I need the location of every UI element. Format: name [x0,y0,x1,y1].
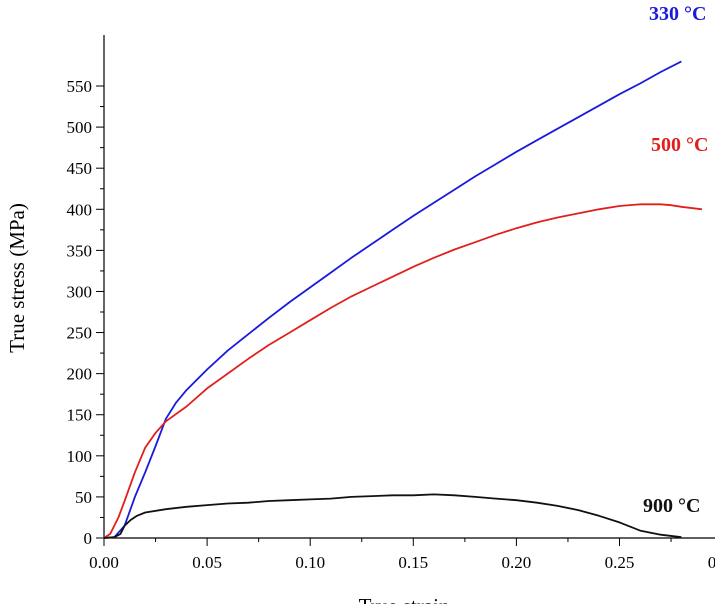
y-tick-label: 350 [67,241,93,260]
y-tick-label: 450 [67,159,93,178]
x-tick-label: 0.25 [605,553,635,572]
x-tick-label: 0.15 [398,553,428,572]
x-tick-label: 0.05 [192,553,222,572]
x-tick-label: 0.30 [708,553,715,572]
series-labels: 330 °C 500 °C 900 °C [643,3,708,517]
y-tick-label: 250 [67,324,93,343]
series-line-1 [103,60,682,539]
x-axis-title: True strain [359,594,450,604]
y-tick-label: 50 [75,488,92,507]
series-label-2: 500 °C [651,134,708,156]
y-tick-label: 150 [67,406,93,425]
y-tick-label: 550 [67,77,93,96]
series-lines [103,60,703,539]
series-label-1: 330 °C [649,3,706,25]
x-tick-label: 0.10 [295,553,325,572]
y-tick-label: 400 [67,200,93,219]
series-line-3 [103,493,682,539]
y-tick-label: 0 [84,529,93,548]
series-line-2 [103,203,703,539]
y-tick-label: 300 [67,282,93,301]
y-tick-label: 100 [67,447,93,466]
y-tick-label: 200 [67,365,93,384]
y-tick-label: 500 [67,118,93,137]
series-label-3: 900 °C [643,495,700,517]
y-axis-title: True stress (MPa) [5,203,29,353]
x-tick-label: 0.00 [89,553,119,572]
plot-area: 0 50 100 150 200 250 300 350 400 450 500 550 0.00 0.0… [67,35,715,572]
x-tick-label: 0.20 [502,553,532,572]
